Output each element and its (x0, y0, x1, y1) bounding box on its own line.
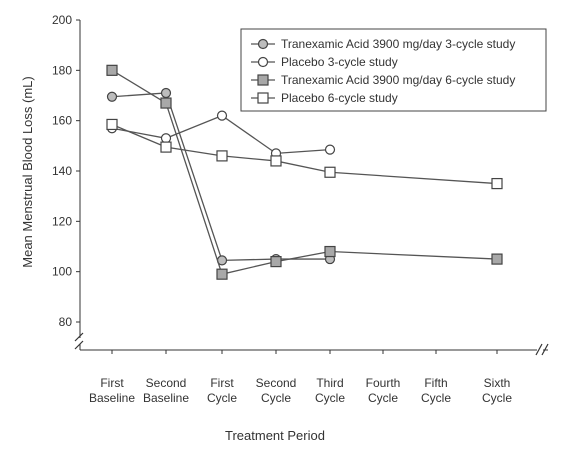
data-point (270, 155, 282, 167)
data-point (106, 91, 118, 102)
legend: Tranexamic Acid 3900 mg/day 3-cycle stud… (240, 28, 547, 112)
x-tick-label: First Baseline (89, 376, 135, 405)
x-tick-label: Sixth Cycle (482, 376, 512, 405)
x-tick-label-line: First (100, 376, 124, 390)
legend-item: Tranexamic Acid 3900 mg/day 3-cycle stud… (251, 37, 515, 51)
data-point (324, 166, 336, 178)
y-axis-break-mark (74, 340, 84, 350)
x-tick-label: Second Cycle (256, 376, 297, 405)
x-tick-label-line: Cycle (261, 391, 291, 405)
x-tick-label-line: Fifth (424, 376, 447, 390)
data-point (324, 144, 336, 155)
x-tick-label-line: Second (256, 376, 297, 390)
series-4 (106, 118, 503, 190)
x-tick-label: Fourth Cycle (366, 376, 401, 405)
legend-box (240, 28, 547, 112)
x-axis-break-mark (535, 343, 543, 356)
data-point (216, 110, 228, 121)
y-tick-label: 180 (52, 63, 72, 77)
data-point (106, 118, 118, 131)
data-point (160, 141, 172, 153)
x-axis-break-mark (541, 343, 549, 356)
data-point (160, 87, 172, 99)
x-tick-label-line: Cycle (315, 391, 345, 405)
data-point (270, 256, 282, 268)
y-tick-label: 200 (52, 13, 72, 27)
legend-item: Placebo 6-cycle study (251, 91, 398, 105)
y-axis-break-mark (74, 332, 84, 342)
x-tick-label-line: Third (316, 376, 343, 390)
series-3 (106, 64, 503, 280)
x-tick-label-line: Baseline (89, 391, 135, 405)
y-tick-label: 120 (52, 214, 72, 228)
y-tick-label: 140 (52, 164, 72, 178)
y-tick-label: 80 (59, 315, 73, 329)
data-point (216, 150, 228, 162)
legend-item: Tranexamic Acid 3900 mg/day 6-cycle stud… (251, 73, 515, 87)
x-tick-label: Third Cycle (315, 376, 345, 405)
x-tick-label-line: Second (146, 376, 187, 390)
data-point (216, 268, 228, 280)
legend-marker (257, 92, 269, 104)
series-line (111, 114, 331, 155)
legend-item: Placebo 3-cycle study (251, 55, 398, 69)
legend-marker (257, 38, 269, 50)
x-tick-label-line: Cycle (207, 391, 237, 405)
x-tick-label: Fifth Cycle (421, 376, 451, 405)
legend-marker (257, 56, 269, 68)
legend-label: Tranexamic Acid 3900 mg/day 3-cycle stud… (281, 37, 515, 51)
legend-marker (257, 74, 269, 86)
data-point (160, 97, 172, 109)
x-tick-label-line: First (210, 376, 234, 390)
legend-label: Placebo 3-cycle study (281, 55, 398, 69)
data-point (106, 64, 118, 76)
series-line (111, 123, 498, 185)
data-point (324, 245, 336, 258)
legend-label: Tranexamic Acid 3900 mg/day 6-cycle stud… (281, 73, 515, 87)
x-tick-label: Second Baseline (143, 376, 189, 405)
series-line (111, 69, 498, 275)
y-tick-label: 100 (52, 265, 72, 279)
x-tick-label-line: Cycle (482, 391, 512, 405)
data-point (491, 177, 503, 190)
data-point (491, 253, 503, 265)
x-tick-label-line: Cycle (421, 391, 451, 405)
y-tick-label: 160 (52, 114, 72, 128)
x-axis-title: Treatment Period (225, 428, 325, 443)
data-point (160, 133, 172, 144)
x-tick-label-line: Baseline (143, 391, 189, 405)
x-tick-label-line: Fourth (366, 376, 401, 390)
series-layer (106, 64, 503, 280)
y-axis-title: Mean Menstrual Blood Loss (mL) (20, 76, 35, 267)
x-tick-label: First Cycle (207, 376, 237, 405)
legend-label: Placebo 6-cycle study (281, 91, 398, 105)
x-tick-label-line: Cycle (368, 391, 398, 405)
x-tick-label-line: Sixth (484, 376, 511, 390)
